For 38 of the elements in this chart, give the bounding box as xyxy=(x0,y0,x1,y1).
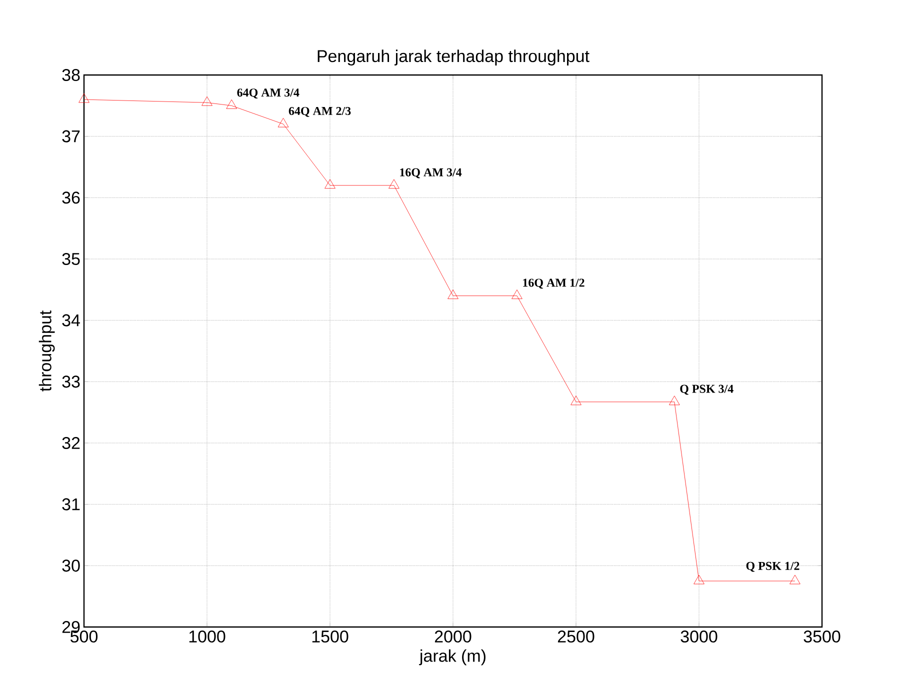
point xyxy=(278,118,289,128)
point xyxy=(202,96,212,106)
point xyxy=(694,574,704,584)
y-tick-label: 30 xyxy=(62,560,80,572)
x-tick-label: 1500 xyxy=(312,630,348,643)
x-tick-label: 2000 xyxy=(434,630,472,643)
y-tick-label: 36 xyxy=(62,192,80,204)
point xyxy=(78,93,90,103)
y-tick-label: 34 xyxy=(62,314,80,326)
x-tick-label: 500 xyxy=(70,630,98,643)
point xyxy=(388,179,400,189)
annotation: 16Q AM 3/4 xyxy=(400,168,462,178)
point xyxy=(790,574,800,584)
y-tick-label: 29 xyxy=(62,620,80,634)
x-tick-label: 3000 xyxy=(680,630,718,643)
y-tick-label: 37 xyxy=(62,130,80,142)
point xyxy=(669,396,680,406)
annotation: 64Q AM 2/3 xyxy=(288,106,351,117)
point xyxy=(512,290,522,299)
annotation: 16Q AM 1/2 xyxy=(523,278,584,289)
point xyxy=(448,290,458,299)
annotation: Q PSK 1/2 xyxy=(746,562,800,572)
chart-title: Pengaruh jarak terhadap throughput xyxy=(318,50,590,66)
y-tick-label: 38 xyxy=(62,68,80,82)
y-tick-label: 31 xyxy=(62,498,80,510)
point xyxy=(324,179,336,189)
x-axis-title: jarak (m) xyxy=(419,649,486,666)
point xyxy=(226,99,237,109)
annotation: Q PSK 3/4 xyxy=(680,384,734,395)
y-tick-label: 33 xyxy=(62,376,80,388)
x-tick-label: 2500 xyxy=(558,630,594,643)
x-tick-label: 1000 xyxy=(189,630,226,643)
x-tick-label: 3500 xyxy=(804,630,840,643)
annotation: 64Q AM 3/4 xyxy=(237,88,300,98)
y-tick-label: 32 xyxy=(62,436,80,450)
point xyxy=(570,396,582,406)
y-tick-label: 35 xyxy=(62,252,80,266)
y-axis-title: throughput xyxy=(38,310,55,392)
